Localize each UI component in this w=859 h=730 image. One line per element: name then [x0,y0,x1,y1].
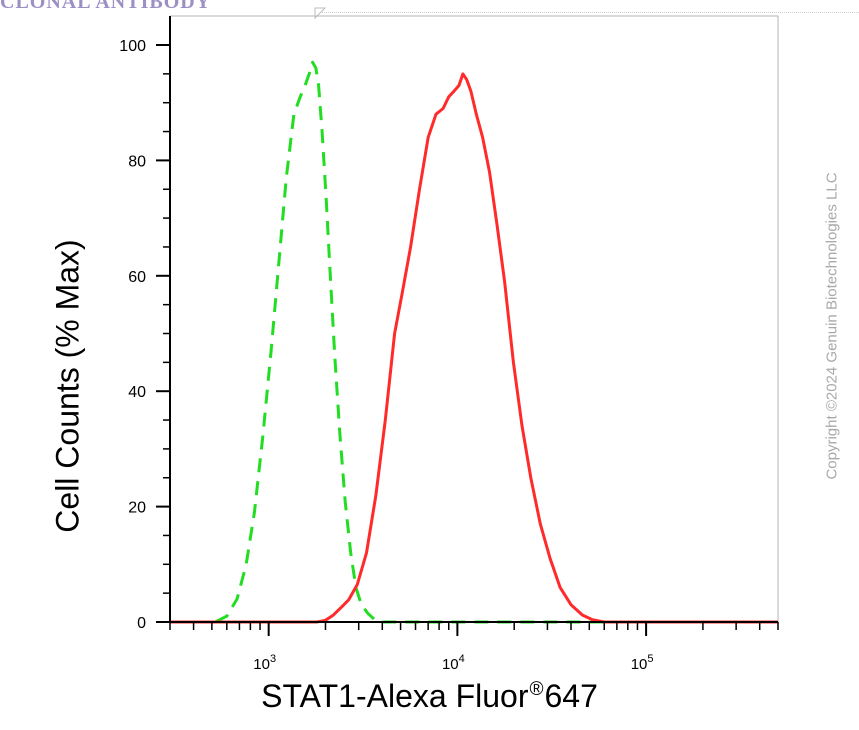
y-tick-label: 20 [128,500,146,517]
series-line-control [170,60,778,624]
y-tick-label: 100 [119,38,146,55]
y-tick-label: 80 [128,153,146,170]
corner-tab-icon [314,7,326,19]
y-tick-label: 60 [128,269,146,286]
copyright-watermark: Copyright ©2024 Genuin Biotechnologies L… [823,172,841,480]
header-banner-text: CLONAL ANTIBODY [0,0,211,9]
y-axis-label: Cell Counts (% Max) [49,239,86,533]
x-tick-label: 105 [631,653,654,673]
registered-mark: ® [529,679,544,700]
header-divider [322,12,859,13]
axes-layer: 0 20 40 60 80 100 103 104 105 [119,15,779,673]
x-axis-label: STAT1-Alexa Fluor®647 [0,678,859,715]
x-tick-label: 103 [253,653,276,673]
series-layer [170,60,778,624]
y-tick-label: 40 [128,384,146,401]
y-tick-label: 0 [137,615,146,632]
x-tick-label: 104 [442,653,465,673]
series-line-sample [170,72,778,624]
x-axis-label-main: STAT1-Alexa Fluor [261,678,529,714]
x-axis-label-suffix: 647 [544,678,598,714]
